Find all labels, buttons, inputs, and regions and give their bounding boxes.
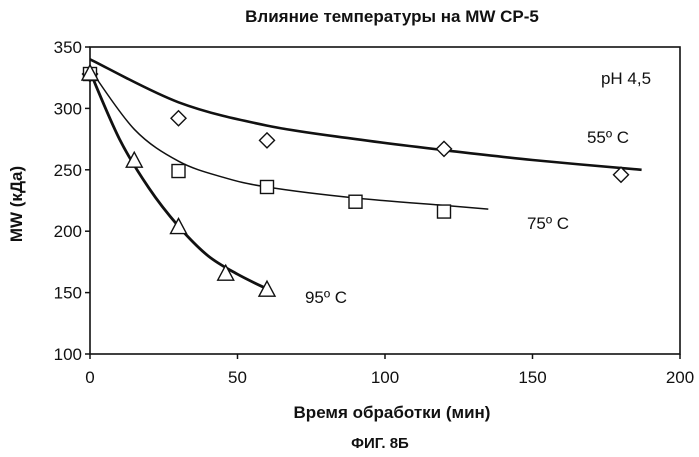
y-axis-title: MW (кДа) [7,166,26,242]
y-tick-label: 150 [54,284,82,303]
x-axis-title: Время обработки (мин) [294,403,491,422]
y-tick-label: 100 [54,345,82,364]
ph-annotation: pH 4,5 [601,69,651,88]
figure-caption: ФИГ. 8Б [351,435,409,452]
x-tick-label: 100 [371,368,399,387]
diamond-marker [437,141,452,156]
square-marker [349,195,362,208]
chart-figure: Влияние температуры на MW CP-5 100 150 200… [0,0,699,457]
x-tick-label: 0 [85,368,94,387]
chart-title: Влияние температуры на MW CP-5 [245,7,539,26]
y-tick-label: 350 [54,38,82,57]
fit-curve-diamond [90,59,642,170]
square-marker [438,205,451,218]
diamond-marker [171,111,186,126]
y-tick-label: 300 [54,99,82,118]
series-label-triangle: 95º C [305,288,347,307]
diamond-marker [260,133,275,148]
y-tick-label: 200 [54,222,82,241]
x-tick-label: 200 [666,368,694,387]
series-label-square: 75º C [527,214,569,233]
fit-curve-triangle [90,72,267,289]
square-marker [261,180,274,193]
square-marker [172,165,185,178]
y-tick-label: 250 [54,161,82,180]
triangle-marker [218,265,234,280]
x-tick-label: 50 [228,368,247,387]
series-label-diamond: 55º C [587,128,629,147]
x-tick-label: 150 [518,368,546,387]
triangle-marker [259,281,275,296]
series-labels: 55º C 75º C 95º C [305,128,629,307]
data-markers [82,65,629,296]
